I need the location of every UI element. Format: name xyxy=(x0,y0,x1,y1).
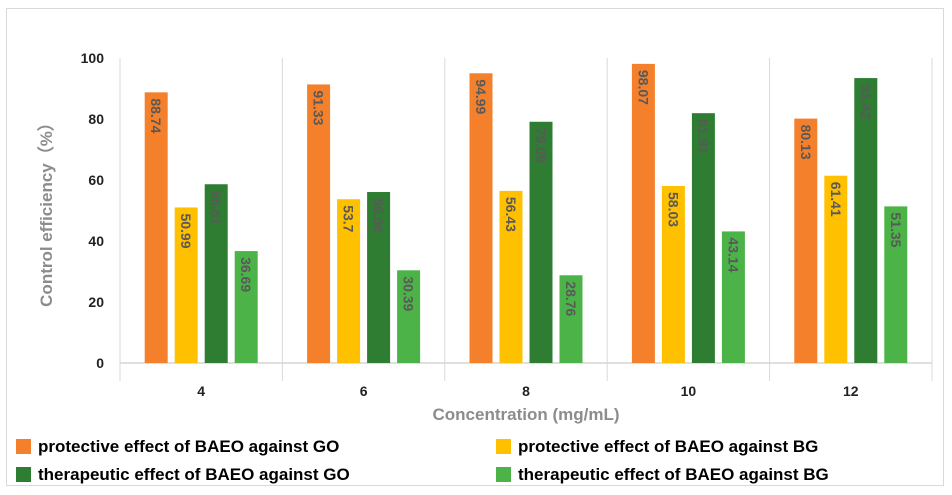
legend: protective effect of BAEO against GO prot… xyxy=(16,437,829,484)
y-axis-title: Control efficiency（%） xyxy=(36,114,56,307)
data-label: 51.35 xyxy=(888,212,904,247)
bar xyxy=(691,113,715,363)
data-label: 36.69 xyxy=(238,257,254,292)
legend-label: protective effect of BAEO against GO xyxy=(38,437,339,456)
y-tick-label: 0 xyxy=(96,355,104,371)
bar xyxy=(529,121,553,363)
bar xyxy=(794,118,818,363)
x-tick-label: 6 xyxy=(360,383,368,399)
legend-swatch xyxy=(496,439,511,454)
legend-label: therapeutic effect of BAEO against GO xyxy=(38,465,350,484)
legend-label: therapeutic effect of BAEO against BG xyxy=(518,465,829,484)
data-label: 58.03 xyxy=(665,192,681,227)
data-label: 43.14 xyxy=(725,237,741,272)
bars xyxy=(144,63,908,364)
bar xyxy=(174,207,198,363)
bar xyxy=(631,63,655,363)
category-separators xyxy=(119,58,933,381)
data-label: 56.43 xyxy=(503,197,519,232)
legend-label: protective effect of BAEO against BG xyxy=(518,437,818,456)
data-label: 61.41 xyxy=(828,182,844,217)
bar xyxy=(234,251,258,363)
data-label: 80.13 xyxy=(798,125,814,160)
x-tick-label: 12 xyxy=(843,383,859,399)
data-label: 93.42 xyxy=(858,84,874,119)
data-label: 79.09 xyxy=(533,128,549,163)
legend-swatch xyxy=(16,439,31,454)
bar xyxy=(397,270,421,363)
bar xyxy=(824,175,848,363)
data-label: 88.74 xyxy=(148,98,164,133)
data-label: 94.99 xyxy=(473,79,489,114)
x-tick-label: 10 xyxy=(681,383,697,399)
data-label: 28.76 xyxy=(563,281,579,316)
data-labels: 88.74 50.99 58.61 36.69 91.33 53.7 56.06 30.39 9… xyxy=(148,70,904,317)
x-tick-labels: 4 6 8 10 12 xyxy=(197,383,858,399)
bar xyxy=(854,78,878,363)
data-label: 50.99 xyxy=(178,213,194,248)
y-tick-label: 20 xyxy=(88,294,104,310)
data-label: 30.39 xyxy=(401,276,417,311)
bar xyxy=(367,192,391,363)
bar xyxy=(661,186,685,363)
bar xyxy=(559,275,583,363)
bar xyxy=(721,231,745,363)
y-tick-labels: 0 20 40 60 80 100 xyxy=(81,50,105,371)
x-tick-label: 4 xyxy=(197,383,205,399)
bar xyxy=(337,199,361,363)
data-label: 58.61 xyxy=(208,190,224,225)
y-tick-label: 40 xyxy=(88,233,104,249)
y-tick-label: 100 xyxy=(81,50,105,66)
y-tick-label: 60 xyxy=(88,172,104,188)
y-tick-label: 80 xyxy=(88,111,104,127)
data-label: 56.06 xyxy=(371,198,387,233)
data-label: 91.33 xyxy=(311,90,327,125)
data-label: 53.7 xyxy=(341,205,357,232)
legend-swatch xyxy=(16,467,31,482)
bar xyxy=(307,84,331,364)
bar xyxy=(469,73,493,363)
x-tick-label: 8 xyxy=(522,383,530,399)
legend-swatch xyxy=(496,467,511,482)
bar xyxy=(499,190,523,363)
data-label: 81.91 xyxy=(695,119,711,154)
x-axis-title: Concentration (mg/mL) xyxy=(433,405,620,424)
bar xyxy=(884,206,908,363)
data-label: 98.07 xyxy=(635,70,651,105)
bar xyxy=(204,184,228,363)
bar xyxy=(144,92,168,363)
